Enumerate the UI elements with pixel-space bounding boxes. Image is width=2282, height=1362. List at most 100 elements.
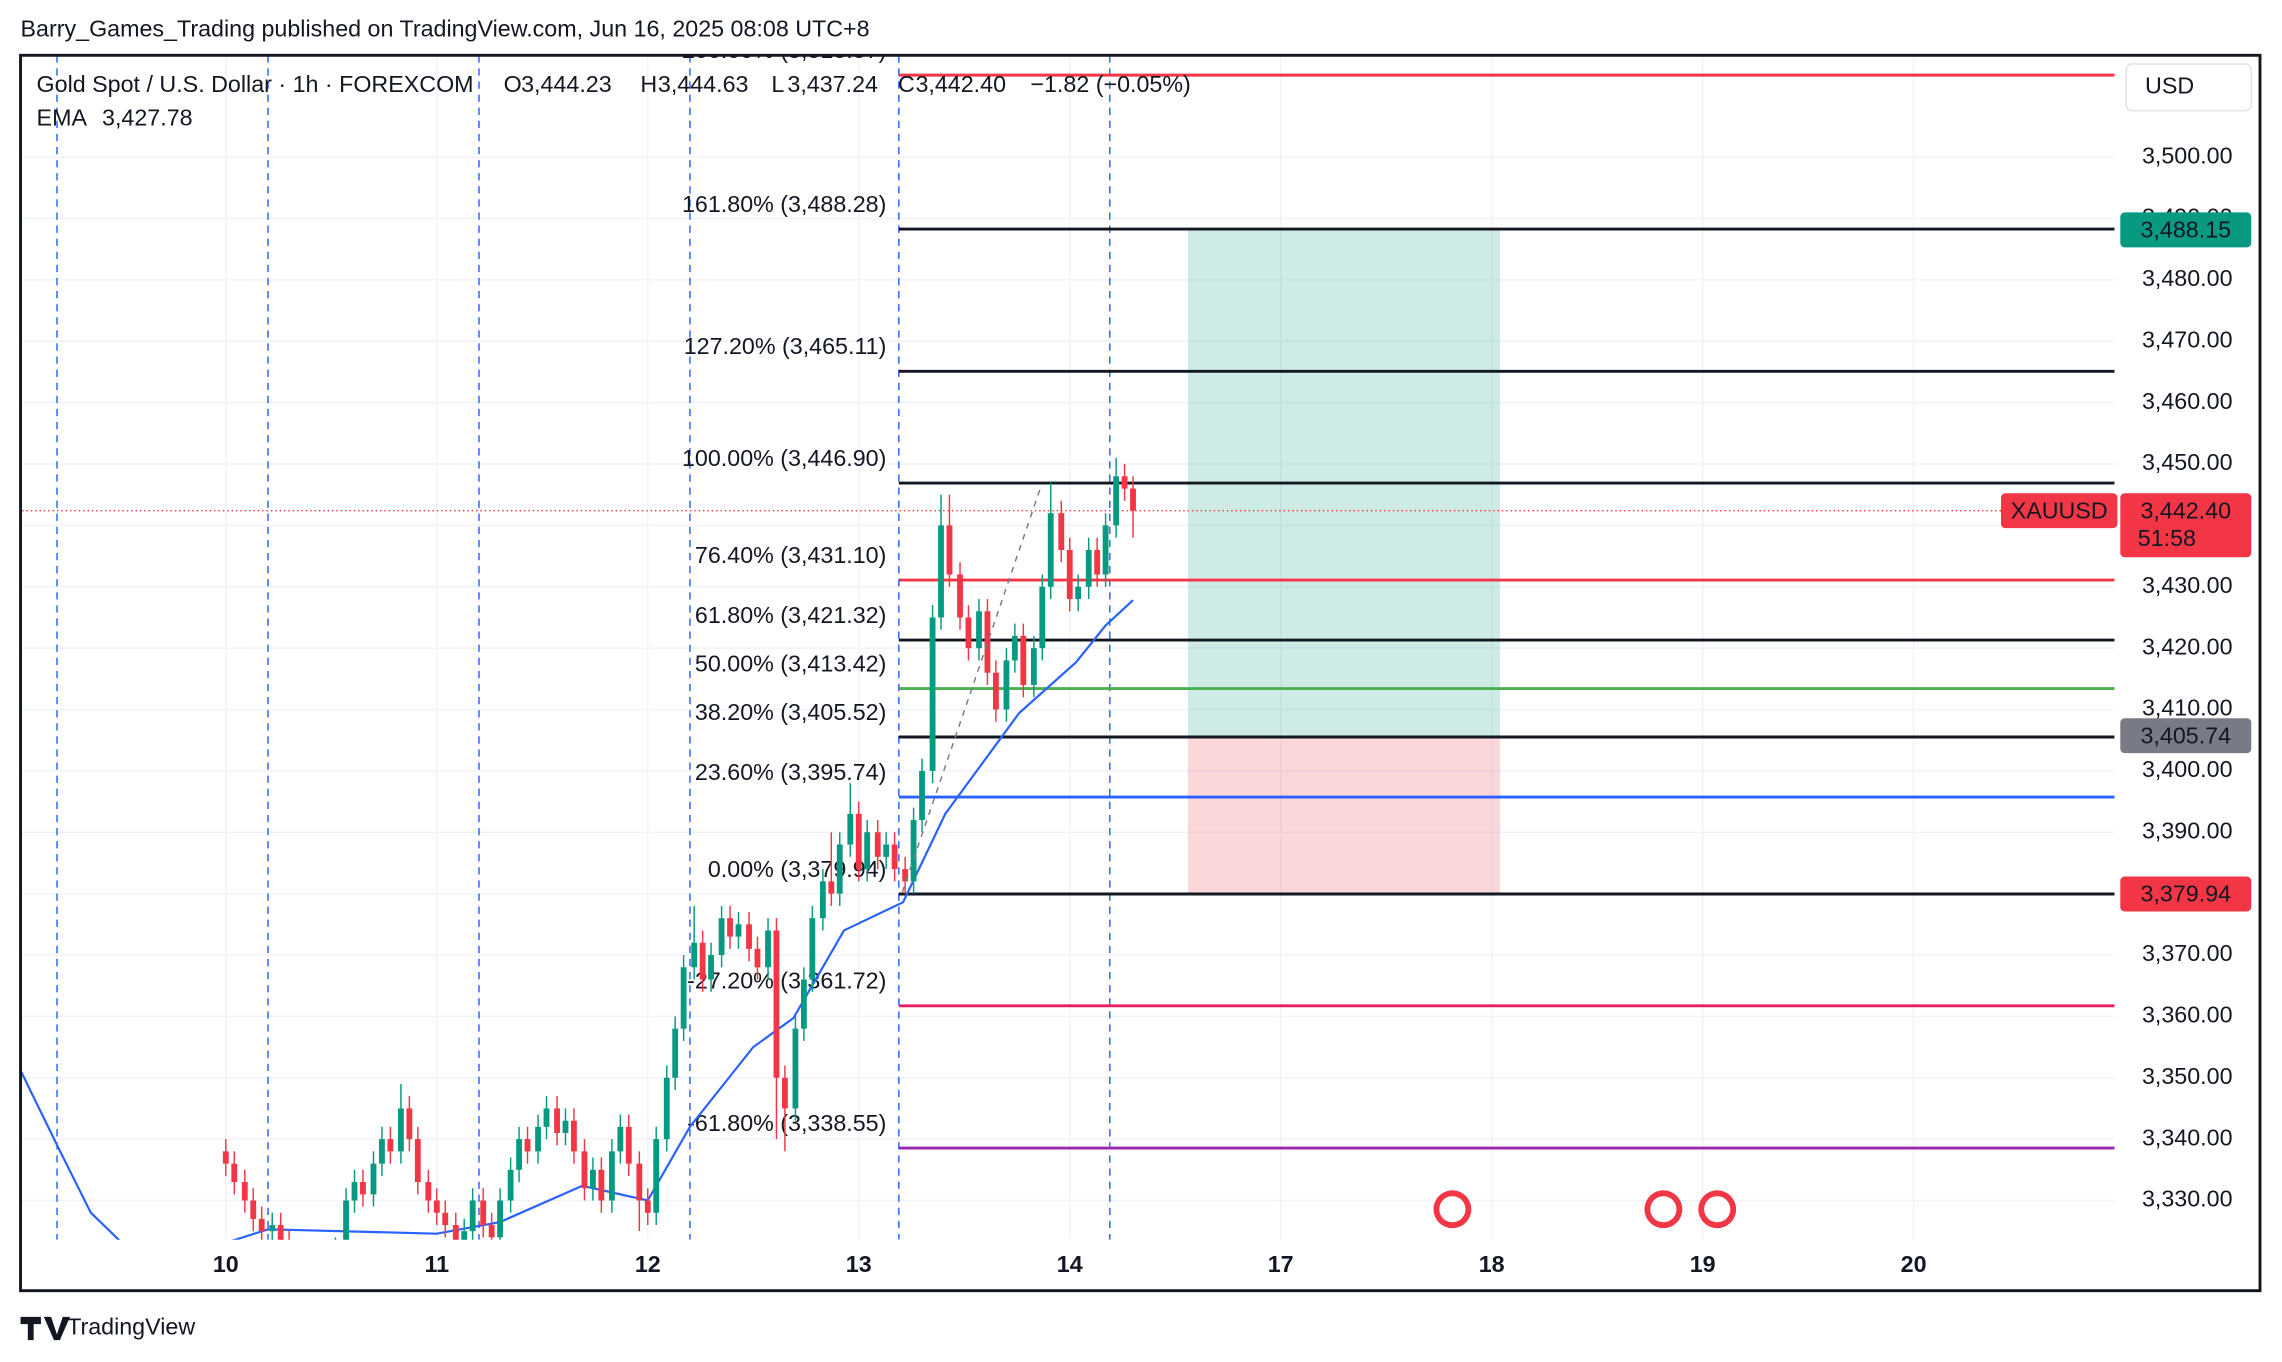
candle-body bbox=[1113, 476, 1120, 526]
candle-body bbox=[379, 1139, 385, 1164]
ema-name: EMA bbox=[37, 104, 88, 130]
price-badge bbox=[2120, 718, 2252, 754]
price-badge-label: 3,405.74 bbox=[2140, 722, 2231, 748]
candle-body bbox=[442, 1212, 449, 1226]
candle-body bbox=[699, 942, 706, 980]
y-tick-label: 3,410.00 bbox=[2142, 695, 2233, 721]
candle-body bbox=[1011, 635, 1018, 661]
candle-body bbox=[809, 918, 816, 980]
legend-change: −1.82 (−0.05%) bbox=[1030, 71, 1190, 97]
candle-body bbox=[946, 525, 953, 575]
currency: USD bbox=[2145, 72, 2194, 98]
last-price-label: 3,442.40 bbox=[2140, 497, 2231, 523]
fib-label: 76.40% (3,431.10) bbox=[695, 542, 886, 568]
candle-body bbox=[1121, 476, 1128, 489]
currency-box bbox=[2125, 63, 2252, 112]
last-price-badge bbox=[2120, 493, 2252, 558]
legend-key: L bbox=[771, 71, 784, 97]
candle-body bbox=[938, 525, 944, 618]
candle-body bbox=[258, 1218, 265, 1232]
fib-label: 127.20% (3,465.11) bbox=[684, 333, 887, 359]
candle-body bbox=[864, 832, 871, 870]
fib-label: 23.60% (3,395.74) bbox=[695, 759, 886, 785]
candle-body bbox=[847, 813, 854, 845]
y-tick-label: 3,350.00 bbox=[2142, 1063, 2233, 1089]
candle-body bbox=[571, 1120, 577, 1152]
event-icon-inner bbox=[1650, 1196, 1677, 1223]
price-badge bbox=[2120, 876, 2252, 912]
x-tick-label: 20 bbox=[1901, 1251, 1927, 1277]
event-icons bbox=[1433, 1190, 1737, 1229]
fib-label: -27.20% (3,361.72) bbox=[687, 968, 886, 994]
fib-label: -61.80% (3,338.55) bbox=[687, 1110, 886, 1136]
candle-body bbox=[617, 1126, 624, 1152]
candle-body bbox=[387, 1139, 394, 1152]
candle-body bbox=[746, 924, 752, 949]
candle-body bbox=[452, 1225, 459, 1240]
candle-body bbox=[222, 1151, 229, 1164]
candle-body bbox=[929, 617, 936, 771]
candle-body bbox=[819, 881, 826, 919]
candle-body bbox=[480, 1200, 487, 1226]
candle-body bbox=[836, 844, 843, 894]
candle-body bbox=[708, 955, 714, 980]
legend-key: H bbox=[640, 71, 657, 97]
candle-body bbox=[644, 1200, 651, 1213]
candle-body bbox=[663, 1077, 670, 1140]
candle-body bbox=[507, 1169, 514, 1201]
candle-body bbox=[735, 924, 742, 937]
candle-body bbox=[497, 1200, 503, 1238]
overlay: 3,330.00 3,340.00 3,350.00 3,360.00 3,370.00… bbox=[37, 63, 2252, 1277]
x-tick-label: 11 bbox=[424, 1251, 449, 1277]
candle-body bbox=[433, 1200, 440, 1213]
y-tick-label: 3,470.00 bbox=[2142, 326, 2233, 352]
candle-body bbox=[754, 948, 761, 968]
candle-body bbox=[488, 1225, 495, 1238]
candle-body bbox=[461, 1231, 468, 1240]
candle-body bbox=[672, 1028, 679, 1078]
frame bbox=[19, 53, 2262, 1293]
candle-body bbox=[781, 1077, 788, 1109]
fib-label: 100.00% (3,446.90) bbox=[682, 445, 886, 471]
brand: TradingView bbox=[67, 1314, 195, 1340]
symbol-badge bbox=[2000, 493, 2118, 529]
candle-body bbox=[590, 1169, 596, 1189]
candle-body bbox=[957, 574, 963, 618]
candle-body bbox=[360, 1182, 366, 1195]
candle-body bbox=[1047, 513, 1054, 587]
legend-value: 3,442.40 bbox=[915, 71, 1006, 97]
candle-body bbox=[919, 770, 925, 820]
candle-body bbox=[231, 1163, 238, 1183]
candle-body bbox=[891, 844, 898, 870]
fib-label: 50.00% (3,413.42) bbox=[695, 650, 886, 676]
loss-zone bbox=[1187, 735, 1501, 895]
candle-body bbox=[250, 1200, 257, 1219]
candle-body bbox=[406, 1108, 413, 1140]
candle-body bbox=[653, 1139, 660, 1213]
candle-body bbox=[516, 1139, 522, 1170]
legend-value: 3,444.63 bbox=[658, 71, 749, 97]
fib-label: 161.80% (3,488.28) bbox=[682, 191, 886, 217]
x-tick-label: 17 bbox=[1268, 1251, 1294, 1277]
y-tick-label: 3,390.00 bbox=[2142, 817, 2233, 843]
candle-body bbox=[718, 918, 725, 956]
candle-body bbox=[792, 1028, 799, 1109]
x-tick-label: 18 bbox=[1479, 1251, 1505, 1277]
candle-body bbox=[554, 1108, 560, 1133]
candle-body bbox=[910, 819, 917, 882]
candle-body bbox=[1066, 549, 1073, 600]
brand-logo bbox=[20, 1316, 71, 1341]
candle-body bbox=[1130, 488, 1136, 511]
y-tick-label: 3,400.00 bbox=[2142, 756, 2233, 782]
candle-body bbox=[992, 672, 999, 710]
candle-body bbox=[351, 1182, 358, 1201]
x-tick-label: 19 bbox=[1690, 1251, 1716, 1277]
candle-body bbox=[984, 611, 991, 673]
y-tick-label: 3,340.00 bbox=[2142, 1124, 2233, 1150]
candle-body bbox=[883, 844, 890, 857]
candle-body bbox=[269, 1225, 276, 1232]
y-tick-label: 3,430.00 bbox=[2142, 572, 2233, 598]
candle-body bbox=[765, 930, 771, 968]
